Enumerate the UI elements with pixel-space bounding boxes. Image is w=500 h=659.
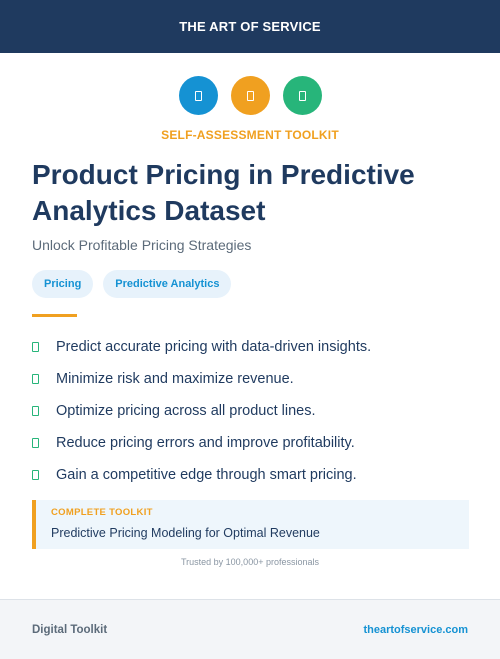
square-glyph-icon	[298, 90, 306, 101]
complete-toolkit-callout: COMPLETE TOOLKIT Predictive Pricing Mode…	[32, 500, 469, 549]
benefit-text: Minimize risk and maximize revenue.	[56, 371, 294, 387]
check-icon	[32, 374, 39, 384]
green-circle-icon	[282, 76, 322, 115]
benefit-text: Optimize pricing across all product line…	[56, 403, 316, 419]
check-icon	[32, 406, 39, 416]
check-icon	[32, 470, 39, 480]
orange-circle-icon	[230, 76, 270, 115]
benefit-item: Predict accurate pricing with data-drive…	[32, 331, 472, 363]
callout-label: COMPLETE TOOLKIT	[51, 507, 153, 518]
header-bar: THE ART OF SERVICE	[0, 0, 500, 53]
icon-row	[0, 76, 500, 115]
trusted-note: Trusted by 100,000+ professionals	[180, 557, 319, 567]
toolkit-eyebrow: SELF-ASSESSMENT TOOLKIT	[161, 128, 339, 142]
page-title: Product Pricing in Predictive Analytics …	[32, 159, 415, 226]
benefit-text: Gain a competitive edge through smart pr…	[56, 467, 357, 483]
check-icon	[32, 342, 39, 352]
callout-text: Predictive Pricing Modeling for Optimal …	[51, 526, 320, 540]
tag-list: Pricing Predictive Analytics	[32, 270, 232, 298]
benefit-item: Minimize risk and maximize revenue.	[32, 363, 472, 395]
page-subtitle: Unlock Profitable Pricing Strategies	[32, 237, 252, 253]
tag-predictive-analytics: Predictive Analytics	[103, 270, 232, 298]
square-glyph-icon	[246, 90, 254, 101]
benefit-item: Gain a competitive edge through smart pr…	[32, 459, 472, 491]
benefit-list: Predict accurate pricing with data-drive…	[32, 331, 472, 491]
tag-pricing: Pricing	[32, 270, 94, 298]
brand-name: THE ART OF SERVICE	[179, 19, 321, 34]
blue-circle-icon	[178, 76, 218, 115]
benefit-item: Optimize pricing across all product line…	[32, 395, 472, 427]
accent-divider	[32, 314, 77, 317]
website-link[interactable]: theartofservice.com	[363, 623, 468, 636]
footer-label: Digital Toolkit	[32, 623, 108, 636]
benefit-item: Reduce pricing errors and improve profit…	[32, 427, 472, 459]
benefit-text: Reduce pricing errors and improve profit…	[56, 435, 355, 451]
footer-bar: Digital Toolkit theartofservice.com	[0, 599, 500, 659]
check-icon	[32, 438, 39, 448]
benefit-text: Predict accurate pricing with data-drive…	[56, 339, 372, 355]
square-glyph-icon	[194, 90, 202, 101]
